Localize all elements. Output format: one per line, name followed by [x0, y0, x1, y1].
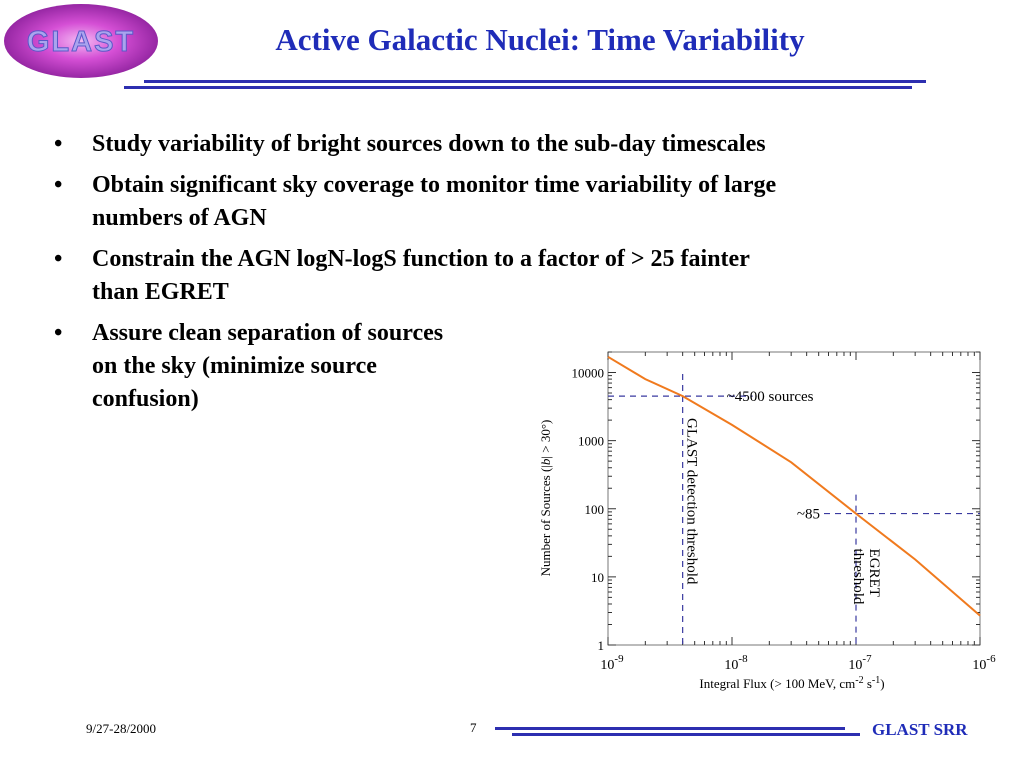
y-tick-label: 10	[591, 570, 604, 585]
bullet-glyph: •	[54, 172, 63, 198]
bullet-text: numbers of AGN	[92, 205, 267, 231]
axis-ticks	[607, 351, 981, 646]
glast-logo: GLAST	[4, 4, 158, 78]
bullet-item: • Constrain the AGN logN-logS function t…	[54, 243, 934, 309]
plot-frame	[607, 351, 981, 646]
page-number: 7	[470, 720, 477, 735]
bullet-text: than EGRET	[92, 279, 229, 305]
egret-threshold-label: threshold	[850, 549, 866, 605]
y-tick-label: 1	[598, 638, 605, 653]
bullet-list: • Study variability of bright sources do…	[54, 128, 934, 424]
bullet-glyph: •	[54, 246, 63, 272]
y-tick-label: 1000	[578, 434, 604, 449]
bullet-item: • Study variability of bright sources do…	[54, 128, 934, 161]
title-rule	[144, 80, 926, 83]
bullet-text: confusion)	[92, 386, 199, 412]
bullet-text: Study variability of bright sources down…	[92, 131, 766, 157]
lognlogs-chart: 1 10 100 1000 10000 10-9 10-8 10-7 10-6 …	[538, 351, 996, 691]
y-tick-labels: 1 10 100 1000 10000	[572, 366, 605, 653]
glast-count-label: ~4500 sources	[727, 389, 814, 405]
egret-count-label: ~85	[797, 507, 820, 523]
bullet-glyph: •	[54, 131, 63, 157]
x-tick-label: 10-7	[848, 653, 872, 673]
logo-text: GLAST	[27, 26, 135, 58]
bullet-text: on the sky (minimize source	[92, 353, 377, 379]
bullet-text: Obtain significant sky coverage to monit…	[92, 172, 777, 198]
x-tick-labels: 10-9 10-8 10-7 10-6	[600, 653, 996, 673]
bullet-text: Constrain the AGN logN-logS function to …	[92, 246, 750, 272]
footer-brand: GLAST SRR	[872, 720, 968, 739]
series-line	[607, 355, 981, 617]
y-tick-label: 10000	[572, 366, 605, 381]
bullet-item: • Obtain significant sky coverage to mon…	[54, 169, 934, 235]
y-axis-label: Number of Sources (|b| > 30°)	[538, 420, 553, 577]
footer-rule	[495, 727, 845, 730]
x-axis-label: Integral Flux (> 100 MeV, cm-2 s-1)	[699, 675, 884, 691]
title-rule	[124, 86, 912, 89]
y-tick-label: 100	[585, 502, 605, 517]
footer-rule	[512, 733, 860, 736]
bullet-item: • Assure clean separation of sources on …	[54, 317, 522, 416]
page-title: Active Galactic Nuclei: Time Variability	[275, 22, 805, 57]
x-tick-label: 10-9	[600, 653, 624, 673]
logo-ellipse	[4, 4, 158, 78]
bullet-text: Assure clean separation of sources	[92, 320, 444, 346]
glast-threshold-label: GLAST detection threshold	[684, 418, 700, 585]
egret-threshold-label: EGRET	[866, 549, 882, 597]
x-tick-label: 10-8	[724, 653, 748, 673]
threshold-guides	[608, 374, 980, 645]
bullet-glyph: •	[54, 320, 63, 346]
footer-date: 9/27-28/2000	[86, 721, 157, 736]
x-tick-label: 10-6	[972, 653, 996, 673]
